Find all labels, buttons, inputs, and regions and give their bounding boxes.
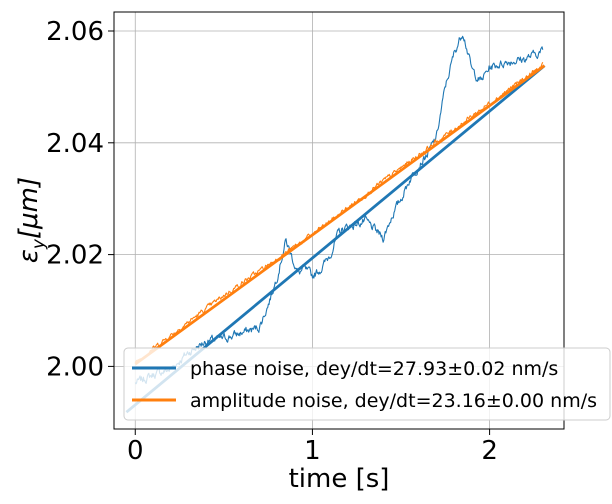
y-axis-label-unit: [μm] xyxy=(14,177,44,239)
x-axis-label: time [s] xyxy=(289,464,390,494)
legend: phase noise, dey/dt=27.93±0.02 nm/s ampl… xyxy=(124,348,610,420)
y-tick-label: 2.02 xyxy=(46,241,104,271)
y-axis-label: εy[μm] xyxy=(14,177,49,263)
y-tick-label: 2.00 xyxy=(46,352,104,382)
y-axis-label-symbol: ε xyxy=(14,249,44,263)
y-tick-label: 2.04 xyxy=(46,129,104,159)
x-tick-label: 0 xyxy=(127,436,144,466)
x-tick-label: 1 xyxy=(304,436,321,466)
y-tick-label: 2.06 xyxy=(46,17,104,47)
legend-label-phase-noise: phase noise, dey/dt=27.93±0.02 nm/s xyxy=(190,358,558,380)
x-tick-label: 2 xyxy=(481,436,498,466)
legend-label-amplitude-noise: amplitude noise, dey/dt=23.16±0.00 nm/s xyxy=(190,390,597,412)
